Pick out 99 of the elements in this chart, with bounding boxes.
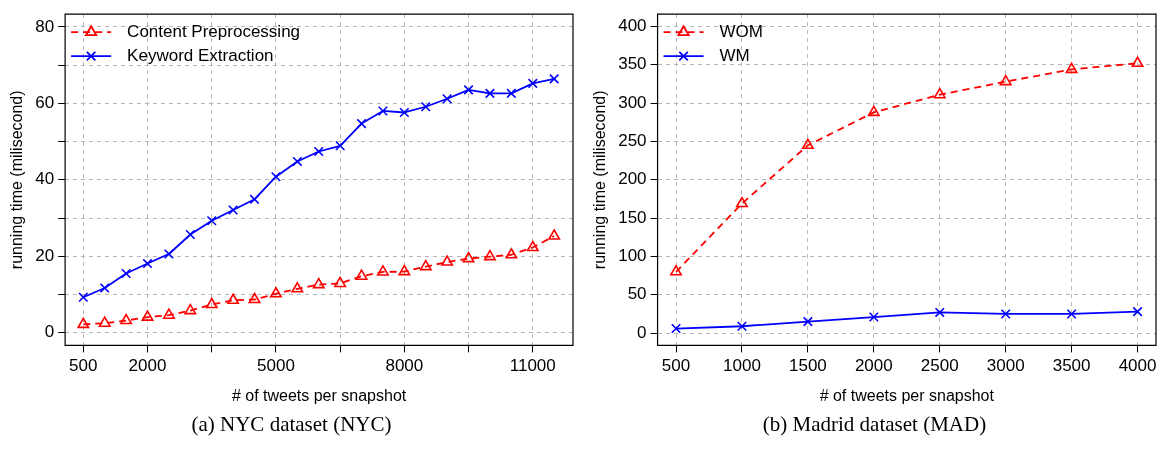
point <box>801 138 814 150</box>
point <box>227 293 240 305</box>
point <box>549 73 560 84</box>
point <box>442 93 453 104</box>
x-tick-label: 11000 <box>509 356 556 376</box>
x-tick-label: 3000 <box>986 356 1025 376</box>
point <box>505 247 518 259</box>
y-tick-label: 50 <box>627 284 647 304</box>
point <box>1131 56 1144 68</box>
y-tick-label: 100 <box>618 246 647 266</box>
point <box>121 268 132 279</box>
y-axis-title: running time (milisecond) <box>591 90 609 270</box>
point <box>736 321 747 332</box>
y-axis-title: running time (milisecond) <box>8 90 26 270</box>
point <box>334 276 347 288</box>
point <box>526 240 539 252</box>
point <box>506 88 517 99</box>
x-tick-label: 8000 <box>385 356 424 376</box>
point <box>463 84 474 95</box>
y-tick-label: 60 <box>35 93 55 112</box>
text: (a) NYC dataset (NYC) <box>190 412 393 437</box>
point <box>269 286 282 298</box>
point <box>248 292 261 304</box>
point <box>99 282 110 294</box>
point <box>184 303 197 315</box>
point <box>142 258 153 269</box>
point <box>670 323 682 334</box>
y-tick-label: 200 <box>618 169 647 189</box>
point <box>670 265 683 276</box>
point <box>249 194 260 205</box>
point <box>527 78 538 89</box>
legend-label: Keyword Extraction <box>127 45 274 65</box>
point <box>292 156 303 167</box>
point <box>867 105 880 117</box>
legend-label: Content Preprocessing <box>127 21 301 41</box>
point <box>98 316 111 328</box>
point <box>356 118 367 129</box>
y-tick-label: 0 <box>44 322 55 342</box>
point <box>1065 62 1078 74</box>
y-tick-label: 350 <box>618 54 647 74</box>
y-tick-label: 400 <box>618 16 647 36</box>
point <box>228 204 239 216</box>
x-tick-label: 1500 <box>788 356 827 376</box>
point <box>484 88 495 99</box>
point <box>802 316 813 327</box>
point <box>377 105 388 116</box>
point <box>78 292 89 303</box>
point <box>419 259 432 271</box>
legend-label: WOM <box>719 21 763 41</box>
point <box>420 101 431 112</box>
point <box>735 196 748 208</box>
text: (b) Madrid dataset (MAD) <box>761 412 988 437</box>
point <box>399 107 410 118</box>
point <box>548 229 561 240</box>
point <box>483 249 496 261</box>
point <box>1066 308 1077 320</box>
point <box>313 146 324 157</box>
point <box>1132 306 1143 317</box>
point <box>335 140 346 151</box>
point <box>462 251 475 263</box>
x-tick-label: 3500 <box>1052 356 1091 376</box>
x-tick-label: 500 <box>69 356 98 376</box>
point <box>120 313 133 325</box>
point <box>934 307 945 318</box>
y-tick-label: 40 <box>35 169 55 189</box>
point <box>312 277 325 289</box>
x-tick-label: 2000 <box>854 356 893 376</box>
point <box>999 74 1012 86</box>
x-tick-label: 5000 <box>257 356 295 376</box>
x-tick-label: 2000 <box>128 356 167 376</box>
y-tick-label: 150 <box>618 207 647 227</box>
x-axis-title: # of tweets per snapshot <box>819 386 995 404</box>
y-tick-label: 250 <box>618 131 647 151</box>
point <box>1000 308 1011 320</box>
point <box>205 297 218 309</box>
point <box>933 87 946 99</box>
point <box>441 255 454 266</box>
x-tick-label: 500 <box>661 356 691 376</box>
point <box>185 229 196 240</box>
point <box>163 248 174 260</box>
point <box>355 269 368 280</box>
x-tick-label: 4000 <box>1118 356 1157 376</box>
y-tick-label: 0 <box>637 322 647 342</box>
point <box>398 264 411 276</box>
y-tick-label: 20 <box>35 245 55 265</box>
y-tick-label: 300 <box>618 92 647 112</box>
point <box>162 308 175 319</box>
point <box>270 171 281 182</box>
point <box>868 311 879 323</box>
point <box>291 282 304 293</box>
x-tick-label: 2500 <box>920 356 959 376</box>
point <box>206 215 217 226</box>
point <box>77 317 90 329</box>
point <box>141 310 154 321</box>
y-tick-label: 80 <box>35 16 55 36</box>
x-tick-label: 1000 <box>723 356 761 376</box>
point <box>376 265 389 276</box>
x-axis-title: # of tweets per snapshot <box>231 386 407 404</box>
legend-label: WM <box>719 45 750 65</box>
